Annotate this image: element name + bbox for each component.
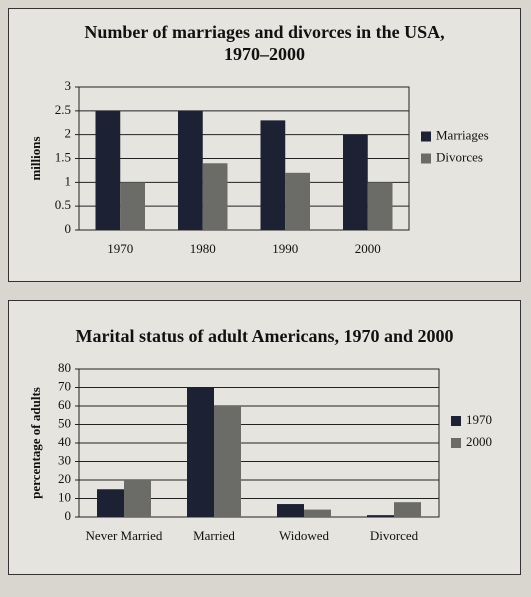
legend-label: Divorces [436, 149, 483, 164]
bar [214, 406, 241, 517]
x-tick-label: 1970 [107, 241, 133, 256]
x-tick-label: Divorced [370, 528, 419, 543]
chart-panel: Marital status of adult Americans, 1970 … [8, 300, 521, 575]
chart-title: Number of marriages and divorces in the … [84, 22, 445, 64]
y-tick-label: 20 [58, 471, 71, 486]
bar [277, 504, 304, 517]
y-axis-label: millions [28, 136, 43, 180]
y-tick-label: 2 [65, 126, 72, 141]
x-tick-label: Never Married [86, 528, 163, 543]
legend-label: 1970 [466, 412, 492, 427]
bar [187, 387, 214, 517]
bar [285, 172, 310, 230]
y-tick-label: 50 [58, 415, 71, 430]
legend-swatch [451, 438, 461, 448]
chart-panel: Number of marriages and divorces in the … [8, 8, 521, 282]
y-tick-label: 0 [65, 508, 72, 523]
x-tick-label: 1990 [272, 241, 298, 256]
bar [120, 182, 145, 230]
legend-swatch [451, 416, 461, 426]
y-axis-label: percentage of adults [28, 387, 43, 499]
y-tick-label: 30 [58, 452, 71, 467]
bar [124, 480, 151, 517]
y-tick-label: 1.5 [55, 149, 71, 164]
x-tick-label: 1980 [190, 241, 216, 256]
chart: 0 0.5 1 1.5 2 2.5 3 millions 1970 1980 1990 2000 Mar… [28, 78, 489, 256]
y-tick-label: 40 [58, 434, 71, 449]
y-tick-label: 60 [58, 397, 71, 412]
legend-swatch [421, 153, 431, 164]
y-tick-label: 1 [65, 173, 72, 188]
bar [304, 509, 331, 517]
y-tick-label: 10 [58, 489, 71, 504]
y-tick-label: 0 [65, 221, 72, 236]
y-tick-label: 0.5 [55, 197, 71, 212]
bar [178, 110, 203, 230]
legend-label: Marriages [436, 127, 489, 142]
y-tick-label: 3 [65, 78, 72, 93]
bar [97, 489, 124, 517]
chart: 0 10 20 30 40 50 60 70 80 percentage of adults Nev… [28, 360, 492, 543]
bar [202, 163, 228, 230]
chart-title: Marital status of adult Americans, 1970 … [75, 326, 454, 346]
y-tick-label: 2.5 [55, 102, 71, 117]
y-tick-label: 80 [58, 360, 71, 375]
bar [367, 515, 394, 517]
bar [260, 120, 286, 230]
bar [343, 134, 368, 230]
bar [394, 502, 421, 517]
bar [95, 110, 121, 230]
bar [367, 182, 393, 230]
x-tick-label: Widowed [279, 528, 330, 543]
x-tick-label: 2000 [355, 241, 381, 256]
legend-label: 2000 [466, 434, 492, 449]
y-tick-label: 70 [58, 378, 71, 393]
legend-swatch [421, 131, 431, 142]
x-tick-label: Married [193, 528, 235, 543]
